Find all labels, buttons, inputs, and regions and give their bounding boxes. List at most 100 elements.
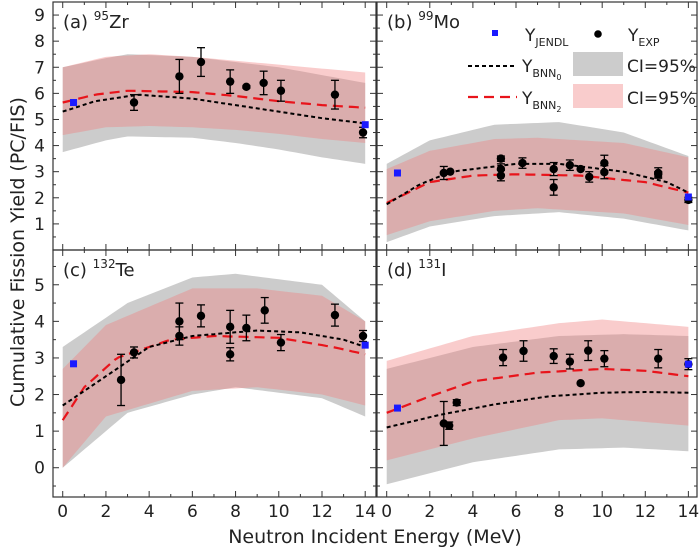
ci-band-bnn0: [62, 54, 366, 164]
exp-point: [654, 354, 663, 363]
legend-label-sub: JENDL: [534, 36, 569, 49]
panel-tag: (b): [387, 12, 418, 33]
jendl-point: [684, 193, 692, 201]
exp-point: [600, 168, 609, 177]
exp-point: [518, 158, 527, 168]
y-tick-label: 5: [34, 110, 45, 130]
legend-label: YBNN2: [521, 89, 562, 114]
x-tick-label: 8: [554, 502, 565, 522]
x-axis-label: Neutron Incident Energy (MeV): [228, 526, 522, 548]
legend-jendl-marker: [492, 30, 498, 36]
exp-point: [585, 172, 594, 182]
exp-point: [175, 72, 184, 81]
isotope-mass: 95: [94, 9, 109, 23]
jendl-point: [361, 121, 369, 129]
jendl-point: [393, 169, 401, 177]
exp-point: [576, 164, 585, 174]
y-axis-label: Cumulative Fission Yield (PC/FIS): [7, 97, 29, 407]
legend-label-base: Y: [524, 26, 536, 46]
panel-tag: (c): [63, 260, 93, 281]
x-tick-label: 14: [354, 502, 376, 522]
exp-point: [439, 168, 449, 178]
ci-band-bnn2: [62, 288, 366, 468]
panel-label: (b) 99Mo: [387, 9, 460, 33]
y-tick-label: 8: [34, 32, 45, 52]
panel-d: 0 2 4 6 8 10 12 14 (d) 131I: [376, 249, 700, 522]
curve-bnn0: [386, 390, 689, 429]
legend-label-sub: BNN: [532, 99, 556, 112]
exp-point: [196, 57, 206, 67]
y-tick-label: 4: [34, 137, 45, 157]
y-tick-label: 5: [34, 276, 45, 296]
y-tick-label: 0: [34, 459, 45, 479]
x-tick-label: 6: [511, 502, 522, 522]
panel-b: (b) 99Mo: [376, 1, 698, 251]
y-tick-label: 2: [34, 386, 45, 406]
panel-label: (d) 131I: [387, 257, 446, 281]
jendl-point: [70, 360, 78, 368]
exp-point: [446, 167, 455, 176]
curve-bnn2: [386, 173, 689, 204]
ci-band-bnn0: [62, 273, 366, 468]
exp-point: [330, 90, 340, 99]
exp-point: [444, 421, 454, 430]
legend-label-base: Y: [521, 89, 533, 109]
exp-point: [129, 98, 139, 107]
x-tick-label: 2: [424, 502, 435, 522]
exp-point: [276, 338, 286, 347]
x-tick-label: 6: [187, 502, 198, 522]
exp-point: [358, 331, 368, 341]
isotope-mass: 99: [418, 9, 433, 23]
exp-point: [496, 154, 506, 163]
x-tick-label: 4: [144, 502, 155, 522]
legend-label: YJENDL: [524, 26, 569, 49]
panel-label: (a) 95Zr: [63, 9, 129, 33]
legend-label-sub: BNN: [532, 67, 556, 80]
y-tick-label: 4: [34, 312, 45, 332]
exp-point: [260, 306, 269, 315]
isotope-mass: 132: [93, 257, 116, 271]
exp-point: [259, 78, 268, 88]
exp-point: [498, 353, 508, 362]
x-tick-label: 12: [634, 502, 656, 522]
jendl-point: [70, 99, 78, 107]
jendl-point: [393, 404, 401, 412]
legend-exp-marker: [594, 30, 602, 38]
exp-point: [276, 86, 286, 95]
exp-point: [565, 160, 575, 170]
exp-point: [496, 164, 506, 174]
y-tick-label: 6: [34, 84, 45, 104]
legend-ci0-swatch: [573, 52, 623, 76]
x-tick-label: 0: [57, 502, 68, 522]
legend-label-base: Y: [521, 57, 533, 77]
exp-point: [225, 322, 235, 332]
ci-band-bnn2: [62, 54, 366, 143]
y-tick-label: 1: [34, 215, 45, 235]
y-tick-label: 7: [34, 58, 45, 78]
jendl-point: [361, 341, 369, 349]
x-tick-label: 4: [467, 502, 478, 522]
exp-point: [242, 323, 251, 333]
x-tick-label: 12: [311, 502, 333, 522]
exp-point: [600, 354, 609, 363]
exp-point: [175, 331, 184, 341]
curve-bnn0: [62, 93, 366, 125]
exp-point: [225, 350, 235, 359]
x-tick-label: 14: [678, 502, 700, 522]
legend-ci2-swatch: [573, 84, 623, 108]
panel-label: (c) 132Te: [63, 257, 135, 281]
isotope-mass: 131: [418, 257, 441, 271]
exp-point: [129, 348, 139, 357]
isotope-element: Te: [115, 260, 135, 281]
exp-point: [549, 164, 558, 174]
legend-ci0-label: CI=95%: [627, 57, 696, 77]
panel-frame: [52, 249, 377, 498]
isotope-element: I: [441, 260, 446, 281]
y-tick-label: 9: [34, 6, 45, 26]
panel-a: 1 2 3 4 5 6 7 8 9 (a) 95Zr: [34, 1, 377, 251]
x-tick-label: 8: [230, 502, 241, 522]
curve-bnn2: [62, 89, 366, 109]
